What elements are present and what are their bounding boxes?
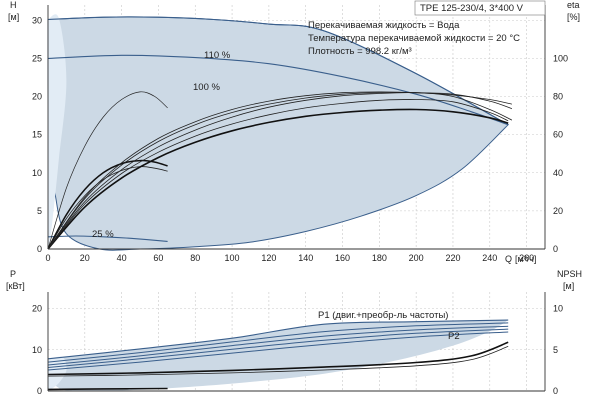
power-curve	[47, 325, 509, 366]
q-tick-label: 160	[335, 253, 350, 263]
curve-label-100: 100 %	[193, 82, 220, 93]
h-tick-label: 30	[32, 15, 42, 25]
h-tick-label: 5	[37, 206, 42, 216]
head-curve	[47, 166, 168, 250]
p-axis-unit: [кВт]	[6, 281, 25, 291]
eta-tick-label: 40	[553, 168, 563, 178]
h-tick-label: 10	[32, 168, 42, 178]
p-tick-label: 0	[37, 386, 42, 396]
h-tick-label: 25	[32, 53, 42, 63]
q-axis-label: Q	[505, 254, 512, 264]
q-axis-unit: [м³/ч]	[515, 254, 536, 264]
operating-area-power	[48, 320, 509, 392]
h-tick-label: 15	[32, 130, 42, 140]
power-curve	[47, 346, 509, 377]
npsh-axis-label: NPSH	[557, 269, 582, 279]
eta-tick-label: 20	[553, 206, 563, 216]
eta-tick-label: 80	[553, 92, 563, 102]
eta-tick-label: 100	[553, 53, 568, 63]
q-tick-label: 20	[80, 253, 90, 263]
power-curve	[47, 322, 509, 363]
info-temperature: Температура перекачиваемой жидкости = 20…	[308, 33, 520, 44]
q-tick-label: 0	[45, 253, 50, 263]
curve-label-p1: P1 (двиг.+преобр-ль частоты)	[318, 310, 448, 321]
power-curve	[47, 387, 168, 391]
p-tick-label: 10	[32, 345, 42, 355]
curve-label-p2: P2	[448, 331, 460, 342]
q-tick-label: 40	[117, 253, 127, 263]
head-curve	[47, 92, 513, 250]
operating-area-left-shade	[48, 14, 67, 249]
q-tick-label: 260	[519, 253, 534, 263]
head-curve	[47, 235, 168, 242]
q-tick-label: 240	[482, 253, 497, 263]
npsh-axis-unit: [м]	[563, 281, 574, 291]
h-axis-unit: [м]	[8, 12, 19, 22]
q-tick-label: 100	[225, 253, 240, 263]
eta-tick-label: 60	[553, 130, 563, 140]
head-curve	[47, 91, 512, 250]
npsh-tick-label: 5	[553, 345, 558, 355]
q-tick-label: 120	[261, 253, 276, 263]
power-curve	[47, 328, 509, 368]
head-efficiency-chart: 0 20 40 60 80 100 120 140 160 180 200 220 240 2600510…	[8, 0, 580, 264]
q-tick-label: 140	[298, 253, 313, 263]
head-curve	[47, 99, 509, 250]
head-curve	[47, 54, 509, 126]
curve-label-25: 25 %	[92, 229, 114, 240]
q-tick-label: 200	[409, 253, 424, 263]
power-curve	[47, 331, 509, 371]
info-density: Плотность = 998.2 кг/м³	[308, 46, 412, 57]
top-series-group	[47, 16, 513, 250]
h-tick-label: 20	[32, 92, 42, 102]
p-tick-label: 20	[32, 304, 42, 314]
bottom-tick-labels: 0 10 20 0 5 10	[32, 304, 563, 397]
eta-axis-unit: [%]	[567, 12, 580, 22]
head-curve	[47, 16, 509, 126]
curve-label-110: 110 %	[204, 50, 231, 61]
q-tick-label: 180	[372, 253, 387, 263]
model-box	[414, 0, 546, 16]
eta-tick-label: 0	[553, 244, 558, 254]
power-curve	[47, 319, 509, 360]
npsh-tick-label: 10	[553, 304, 563, 314]
info-liquid: Перекачиваемая жидкость = Вода	[308, 20, 460, 31]
h-tick-label: 0	[37, 244, 42, 254]
q-tick-label: 80	[190, 253, 200, 263]
eta-axis-label: eta	[567, 0, 580, 10]
npsh-tick-label: 0	[553, 386, 558, 396]
head-curve	[47, 108, 509, 250]
power-npsh-chart: 0 10 20 0 5 10 P [кВт] NPSH [м] P1 (двиг.+пре…	[6, 269, 582, 396]
h-axis-label: H	[10, 0, 17, 10]
bottom-series-group	[47, 319, 509, 391]
head-curve	[47, 92, 513, 250]
head-curve	[47, 159, 168, 250]
q-tick-label: 60	[153, 253, 163, 263]
top-tick-labels: 0 20 40 60 80 100 120 140 160 180 200 220 240 2600510…	[32, 15, 568, 263]
head-curve	[47, 91, 168, 250]
q-tick-label: 220	[445, 253, 460, 263]
p-axis-label: P	[10, 269, 16, 279]
power-curve	[47, 341, 509, 376]
model-title: TPE 125-230/4, 3*400 V	[420, 3, 524, 14]
